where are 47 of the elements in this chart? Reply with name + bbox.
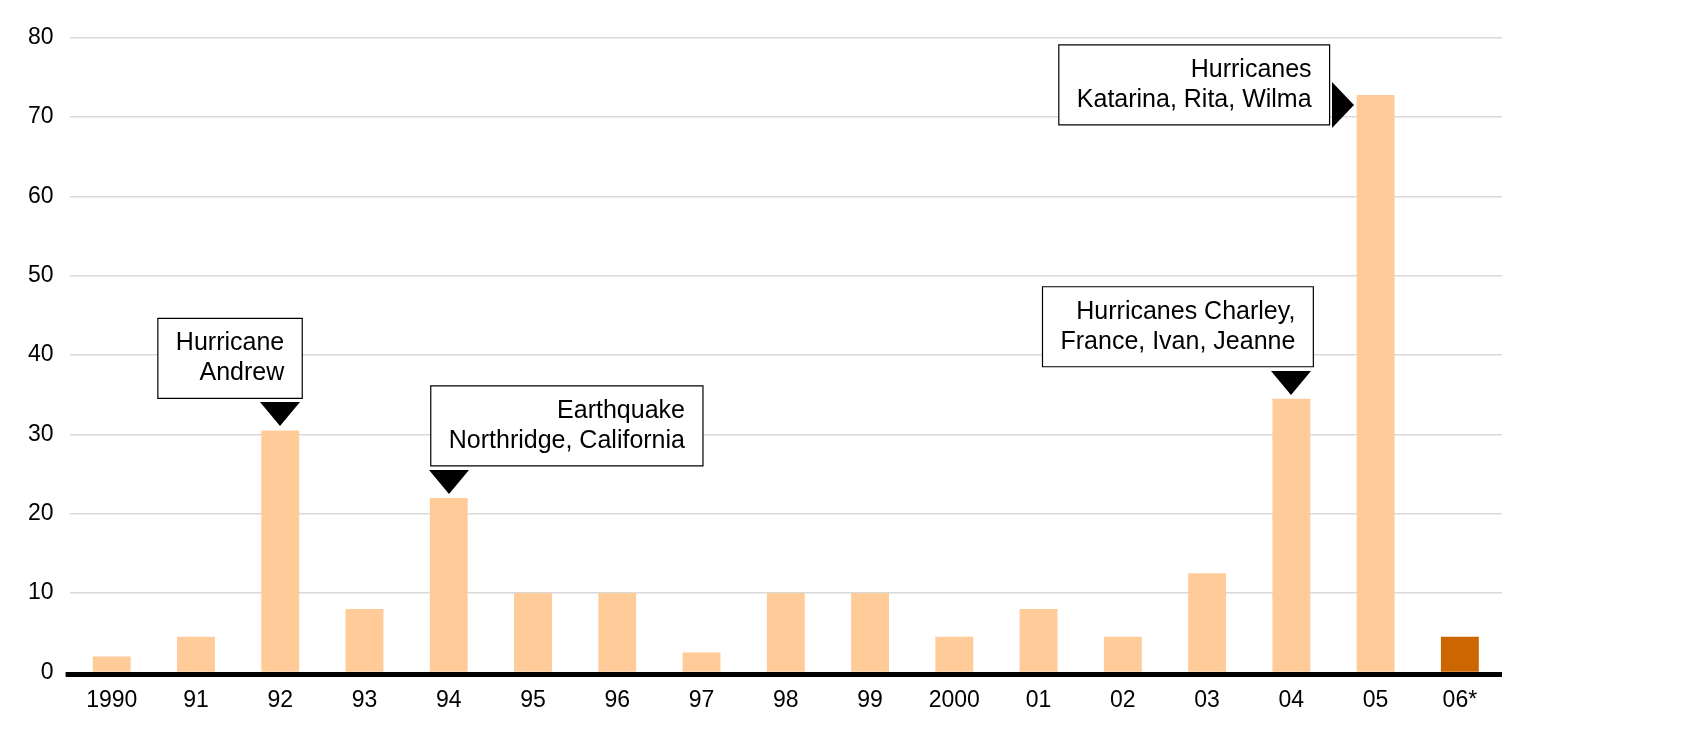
annotation: Hurricane Andrew [175, 327, 286, 386]
x-tick-label: 03 [1194, 685, 1220, 712]
x-tick-label: 91 [183, 685, 209, 712]
y-tick-label: 60 [27, 181, 54, 208]
y-tick-label: 20 [27, 499, 54, 526]
x-tick-label: 93 [351, 685, 378, 712]
annotation: Hurricanes Charley, France, Ivan, Jeanne [1060, 295, 1296, 354]
bar [1019, 608, 1058, 672]
y-tick-label: 30 [27, 419, 54, 446]
bar [261, 430, 300, 672]
bar [429, 497, 468, 672]
bar [1103, 636, 1142, 672]
x-tick-label: 06* [1442, 685, 1478, 712]
x-tick-label: 05 [1362, 685, 1389, 712]
bar [851, 593, 890, 672]
y-tick-label: 70 [27, 102, 54, 129]
bar [766, 593, 805, 672]
y-tick-label: 50 [27, 261, 54, 288]
x-tick-label: 99 [857, 685, 883, 712]
bar [514, 593, 552, 672]
bar [1356, 94, 1395, 672]
x-tick-label: 94 [435, 685, 462, 712]
bar [1188, 573, 1227, 672]
bar [177, 636, 215, 672]
x-tick-label: 95 [520, 685, 546, 712]
y-tick-label: 10 [27, 578, 54, 605]
x-tick-label: 01 [1025, 685, 1052, 712]
x-tick-label: 97 [688, 685, 715, 712]
bar [345, 608, 384, 672]
bar [92, 656, 131, 672]
bar [1272, 398, 1311, 672]
x-tick-label: 2000 [928, 685, 980, 712]
x-tick-label: 92 [267, 685, 294, 712]
y-tick-label: 80 [27, 23, 54, 50]
x-tick-label: 02 [1110, 685, 1136, 712]
x-tick-label: 04 [1278, 685, 1305, 712]
annotation: Hurricanes Katarina, Rita, Wilma [1076, 53, 1312, 112]
y-tick-label: 0 [40, 657, 54, 684]
bar [682, 652, 721, 672]
x-tick-label: 98 [772, 685, 799, 712]
annotation: Earthquake Northridge, California [448, 394, 686, 453]
y-tick-label: 40 [27, 340, 54, 367]
bar [935, 636, 974, 672]
bar [598, 593, 637, 672]
x-tick-label: 96 [604, 685, 631, 712]
bar [1440, 636, 1479, 672]
x-tick-label: 1990 [86, 685, 138, 712]
